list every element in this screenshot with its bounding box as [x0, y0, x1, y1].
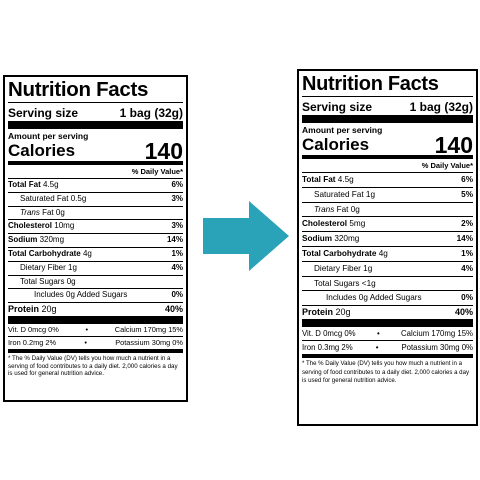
nutrition-label-revised: Nutrition Facts Serving size 1 bag (32g)…	[297, 69, 478, 426]
potassium: Potassium 30mg 0%	[115, 338, 183, 348]
nutrient-row-trans-fat: Trans Fat 0g	[302, 201, 473, 217]
daily-value-header: % Daily Value*	[421, 161, 473, 170]
calcium: Calcium 170mg 15%	[401, 329, 473, 339]
nutrient-row-dietary-fiber: Dietary Fiber 1g 4%	[302, 260, 473, 276]
nutrient-row-total-fat: Total Fat 4.5g 6%	[302, 172, 473, 187]
footnote: * The % Daily Value (DV) tells you how m…	[302, 360, 470, 384]
calcium: Calcium 170mg 15%	[114, 325, 183, 335]
vitamin-row-1: Vit. D 0mcg 0% • Calcium 170mg 15%	[8, 325, 183, 335]
serving-size-row: Serving size 1 bag (32g)	[8, 103, 183, 121]
nutrient-row-sodium: Sodium 320mg 14%	[8, 233, 183, 247]
serving-size-value: 1 bag (32g)	[409, 100, 473, 114]
serving-size-label: Serving size	[8, 106, 79, 120]
nutrient-row-cholesterol: Cholesterol 5mg 2%	[302, 216, 473, 231]
calories-value: 140	[144, 138, 183, 164]
daily-value-header: % Daily Value*	[131, 167, 183, 176]
potassium: Potassium 30mg 0%	[401, 343, 473, 353]
label-title: Nutrition Facts	[8, 78, 149, 101]
label-title: Nutrition Facts	[302, 73, 439, 95]
vitamin-row-2: Iron 0.3mg 2% • Potassium 30mg 0%	[302, 340, 473, 354]
nutrient-row-dietary-fiber: Dietary Fiber 1g 4%	[8, 260, 183, 275]
nutrition-label-original: Nutrition Facts Serving size 1 bag (32g)…	[3, 75, 188, 402]
vitamin-d: Vit. D 0mcg 0%	[302, 329, 356, 339]
iron: Iron 0.3mg 2%	[302, 343, 353, 353]
serving-size-label: Serving size	[302, 100, 373, 114]
nutrient-row-protein: Protein 20g 40%	[302, 305, 473, 318]
nutrient-row-trans-fat: Trans Fat 0g	[8, 205, 183, 220]
footnote: * The % Daily Value (DV) tells you how m…	[8, 355, 178, 378]
calories-label: Calories	[8, 141, 76, 160]
nutrient-row-total-sugars: Total Sugars 0g	[8, 274, 183, 289]
nutrient-row-added-sugars: Includes 0g Added Sugars 0%	[302, 290, 473, 305]
right-arrow-icon	[203, 201, 289, 271]
nutrient-row-total-fat: Total Fat 4.5g 6%	[8, 178, 183, 192]
nutrient-row-added-sugars: Includes 0g Added Sugars 0%	[8, 288, 183, 302]
nutrient-row-saturated-fat: Saturated Fat 1g 5%	[302, 186, 473, 202]
nutrient-row-protein: Protein 20g 40%	[8, 302, 183, 315]
calories-label: Calories	[302, 135, 370, 154]
nutrient-row-sodium: Sodium 320mg 14%	[302, 231, 473, 246]
serving-size-value: 1 bag (32g)	[119, 106, 183, 120]
calories-row: Calories 140	[302, 132, 473, 158]
calories-row: Calories 140	[8, 138, 183, 164]
nutrient-row-saturated-fat: Saturated Fat 0.5g 3%	[8, 191, 183, 206]
vitamin-row-1: Vit. D 0mcg 0% • Calcium 170mg 15%	[302, 329, 473, 339]
calories-value: 140	[434, 132, 473, 158]
nutrient-row-total-sugars: Total Sugars <1g	[302, 275, 473, 291]
vitamin-row-2: Iron 0.2mg 2% • Potassium 30mg 0%	[8, 336, 183, 348]
iron: Iron 0.2mg 2%	[8, 338, 57, 348]
nutrient-row-total-carbohydrate: Total Carbohydrate 4g 1%	[302, 245, 473, 261]
vitamin-d: Vit. D 0mcg 0%	[8, 325, 59, 335]
amount-per-serving: Amount per serving	[302, 125, 383, 135]
amount-per-serving: Amount per serving	[8, 131, 89, 141]
serving-size-row: Serving size 1 bag (32g)	[302, 97, 473, 115]
nutrient-row-cholesterol: Cholesterol 10mg 3%	[8, 219, 183, 233]
nutrient-row-total-carbohydrate: Total Carbohydrate 4g 1%	[8, 246, 183, 261]
